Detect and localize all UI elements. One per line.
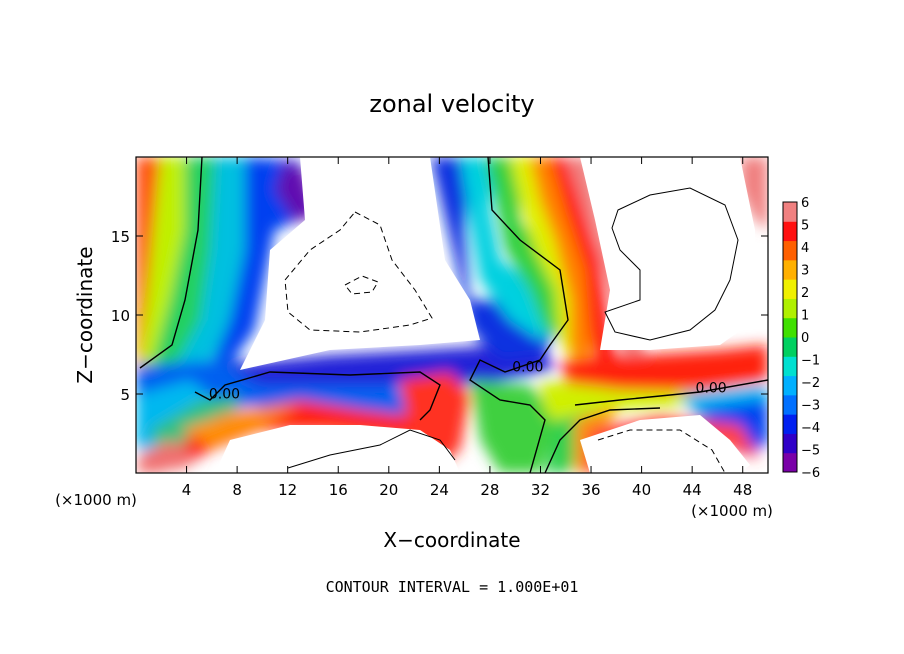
field-white-lower-left [215, 425, 460, 473]
colorbar-tick-label: 2 [801, 286, 809, 301]
colorbar-tick-label: 1 [801, 309, 809, 324]
colorbar-tick-label: 3 [801, 264, 809, 279]
field-lowleft-orange [180, 405, 300, 445]
colorbar-swatch-5 [783, 356, 797, 377]
colorbar-tick-label: 6 [801, 196, 809, 211]
y-tick-label: 5 [120, 386, 130, 404]
contour-label: 0.00 [209, 387, 240, 403]
colorbar-swatch-6 [783, 337, 797, 357]
colorbar-frame [782, 201, 798, 473]
colorbar: 6 5 4 3 2 1 0 −1 −2 −3 −4 −5 −6 [782, 196, 820, 481]
x-unit-label-right: (×1000 m) [691, 502, 773, 520]
colorbar-tick-label: −1 [801, 354, 820, 369]
colorbar-tick-label: −6 [801, 466, 820, 481]
x-axis: 4 8 12 16 20 24 28 32 36 40 44 48 [182, 157, 752, 499]
y-axis: 5 10 15 [111, 228, 768, 404]
field-mid-orange [530, 157, 595, 370]
field-left-cyan [165, 157, 260, 385]
colorbar-swatch-12 [783, 221, 797, 242]
colorbar-tick-label: 0 [801, 331, 809, 346]
x-tick-label: 44 [683, 481, 702, 499]
contour-negative-inner [344, 275, 379, 295]
contour-interval-footer: CONTOUR INTERVAL = 1.000E+01 [326, 578, 579, 596]
contour-positive-right [604, 187, 739, 341]
y-tick-label: 10 [111, 307, 130, 325]
contour-labels: 0.00 0.00 0.00 [209, 360, 727, 403]
x-tick-label: 48 [733, 481, 752, 499]
x-tick-label: 4 [182, 481, 192, 499]
x-tick-label: 16 [329, 481, 348, 499]
x-tick-label: 28 [480, 481, 499, 499]
contour-zero-shear [194, 371, 441, 421]
colorbar-swatch-13 [783, 202, 797, 222]
contour-label: 0.00 [696, 380, 727, 396]
field-lowleft-pink [136, 440, 200, 473]
x-tick-label: 12 [278, 481, 297, 499]
x-unit-label-left: (×1000 m) [55, 491, 137, 509]
contour-zero-mid [469, 157, 569, 473]
x-tick-label: 36 [581, 481, 600, 499]
y-tick-label: 15 [111, 228, 130, 246]
contour-zero-lowright [544, 407, 661, 473]
field-right-red [560, 345, 768, 400]
field-shear-green [470, 380, 560, 473]
velocity-field [136, 157, 768, 473]
x-tick-label: 32 [531, 481, 550, 499]
x-axis-label: X−coordinate [383, 528, 520, 552]
colorbar-swatch-9 [783, 279, 797, 299]
contour-negative-upper [284, 211, 433, 333]
field-white-upper-right [580, 157, 755, 350]
field-white-lower-right [580, 415, 750, 473]
field-mid-red [550, 157, 620, 380]
colorbar-swatch-0 [783, 452, 797, 473]
field-right-pink-top [740, 157, 768, 230]
colorbar-swatch-8 [783, 298, 797, 319]
colorbar-tick-label: −2 [801, 376, 820, 391]
contour-zero-right [574, 379, 768, 406]
colorbar-tick-label: −5 [801, 444, 820, 459]
x-tick-label: 40 [632, 481, 651, 499]
contour-label: 0.00 [512, 360, 543, 376]
contour-positive-lower [287, 429, 456, 469]
chart-title: zonal velocity [369, 90, 534, 118]
colorbar-swatch-7 [783, 317, 797, 338]
colorbar-swatch-2 [783, 414, 797, 434]
colorbar-tick-label: −4 [801, 421, 820, 436]
plot-area [135, 156, 769, 474]
colorbar-swatch-4 [783, 375, 797, 396]
contour-zero-left [139, 157, 203, 369]
colorbar-tick-label: 5 [801, 219, 809, 234]
x-tick-label: 8 [232, 481, 242, 499]
field-mid-green [485, 157, 570, 340]
colorbar-swatch-1 [783, 433, 797, 454]
colorbar-swatch-10 [783, 259, 797, 280]
colorbar-tick-label: 4 [801, 241, 809, 256]
colorbar-tick-label: −3 [801, 399, 820, 414]
x-tick-label: 24 [430, 481, 449, 499]
y-axis-label: Z−coordinate [73, 246, 97, 383]
x-tick-label: 20 [379, 481, 398, 499]
colorbar-swatch-11 [783, 240, 797, 261]
colorbar-swatch-3 [783, 394, 797, 415]
field-left-blue [205, 157, 315, 380]
field-white-upper-left [240, 157, 480, 370]
contour-negative-lower [597, 429, 726, 473]
